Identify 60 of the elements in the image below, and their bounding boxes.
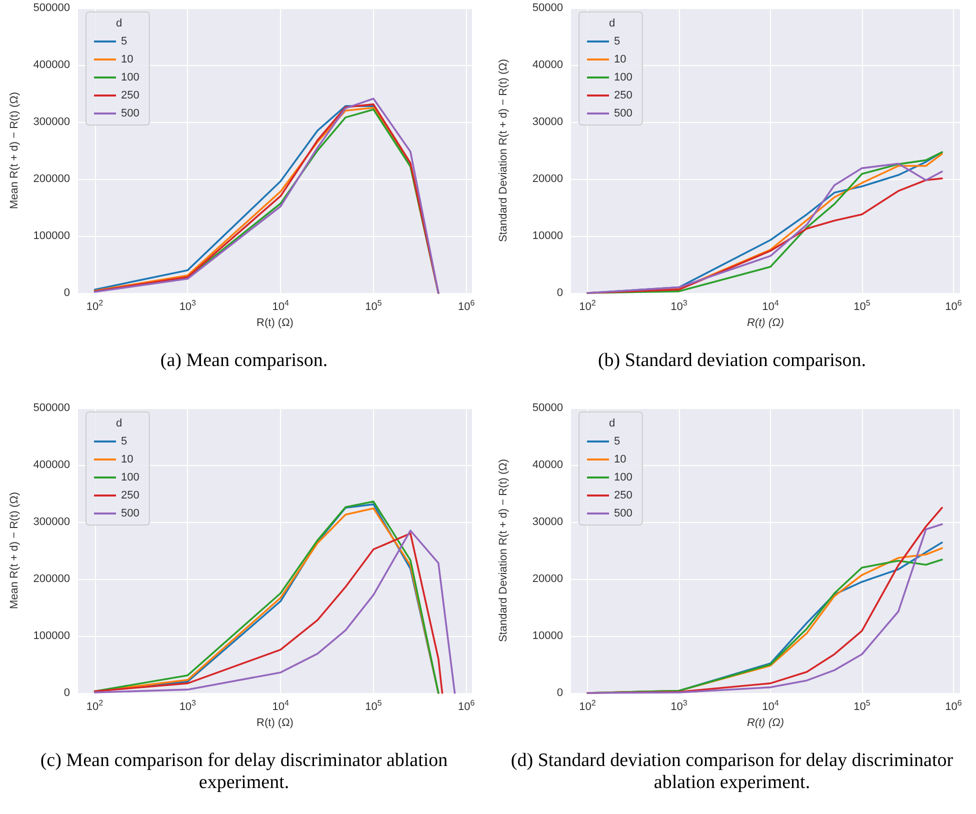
y-axis-title: Standard Deviation R(t + d) − R(t) (Ω) <box>498 458 510 642</box>
text: (b) Standard deviation comparison. <box>596 350 868 372</box>
legend-label: 250 <box>121 90 140 102</box>
y-tick-label: 50000 <box>532 402 563 414</box>
text: (d) Standard deviation comparison for delay discriminator ablation experiment. <box>510 750 954 794</box>
y-tick-label: 30000 <box>532 116 563 128</box>
legend-label: 250 <box>614 90 632 102</box>
legend-label: 250 <box>614 490 632 502</box>
legend-label: 5 <box>614 36 620 48</box>
y-tick-label: 400000 <box>33 459 70 471</box>
x-axis-title: R(t) (Ω) <box>256 316 294 329</box>
legend-label: 500 <box>614 108 632 120</box>
y-tick-label: 300000 <box>33 116 70 128</box>
y-tick-label: 100000 <box>33 230 70 242</box>
legend-label: 500 <box>121 508 140 520</box>
legend-label: 10 <box>614 54 626 66</box>
text: (c) Mean comparison for delay discriminator ablation experiment. <box>39 750 449 794</box>
y-tick-label: 0 <box>64 287 70 299</box>
y-axis-title: Mean R(t + d) − R(t) (Ω) <box>8 492 20 610</box>
y-axis-title: Mean R(t + d) − R(t) (Ω) <box>8 92 20 210</box>
legend-label: 10 <box>121 54 134 66</box>
y-tick-label: 500000 <box>33 2 70 14</box>
legend-label: 100 <box>614 72 632 84</box>
y-tick-label: 200000 <box>33 573 70 585</box>
legend-label: 100 <box>121 72 140 84</box>
y-tick-label: 400000 <box>33 59 70 71</box>
legend-label: 500 <box>121 108 140 120</box>
y-tick-label: 100000 <box>33 630 70 642</box>
y-tick-label: 50000 <box>532 2 563 14</box>
legend-label: 5 <box>121 436 128 448</box>
x-axis-title: R(t) (Ω) <box>256 716 294 729</box>
y-tick-label: 20000 <box>532 173 563 185</box>
y-tick-label: 300000 <box>33 516 70 528</box>
legend-title: d <box>116 18 122 30</box>
legend-label: 100 <box>121 472 140 484</box>
y-tick-label: 200000 <box>33 173 70 185</box>
text: (a) Mean comparison. <box>159 350 329 372</box>
legend-label: 500 <box>614 508 632 520</box>
y-axis-title: Standard Deviation R(t + d) − R(t) (Ω) <box>498 58 510 242</box>
x-axis-title: R(t) (Ω) <box>746 316 784 329</box>
legend-label: 5 <box>121 36 128 48</box>
y-tick-label: 0 <box>556 287 563 299</box>
y-tick-label: 40000 <box>532 59 563 71</box>
y-tick-label: 10000 <box>532 230 563 242</box>
legend-label: 10 <box>614 454 626 466</box>
legend-label: 5 <box>614 436 620 448</box>
legend-label: 100 <box>614 472 632 484</box>
legend-title: d <box>609 18 616 30</box>
y-tick-label: 500000 <box>33 402 70 414</box>
legend-label: 10 <box>121 454 134 466</box>
y-tick-label: 0 <box>556 687 563 699</box>
legend-title: d <box>609 418 616 430</box>
y-tick-label: 30000 <box>532 516 563 528</box>
y-tick-label: 0 <box>64 687 70 699</box>
legend-label: 250 <box>121 490 140 502</box>
x-axis-title: R(t) (Ω) <box>746 716 784 729</box>
y-tick-label: 40000 <box>532 459 563 471</box>
legend-title: d <box>116 418 122 430</box>
y-tick-label: 10000 <box>532 630 563 642</box>
y-tick-label: 20000 <box>532 573 563 585</box>
